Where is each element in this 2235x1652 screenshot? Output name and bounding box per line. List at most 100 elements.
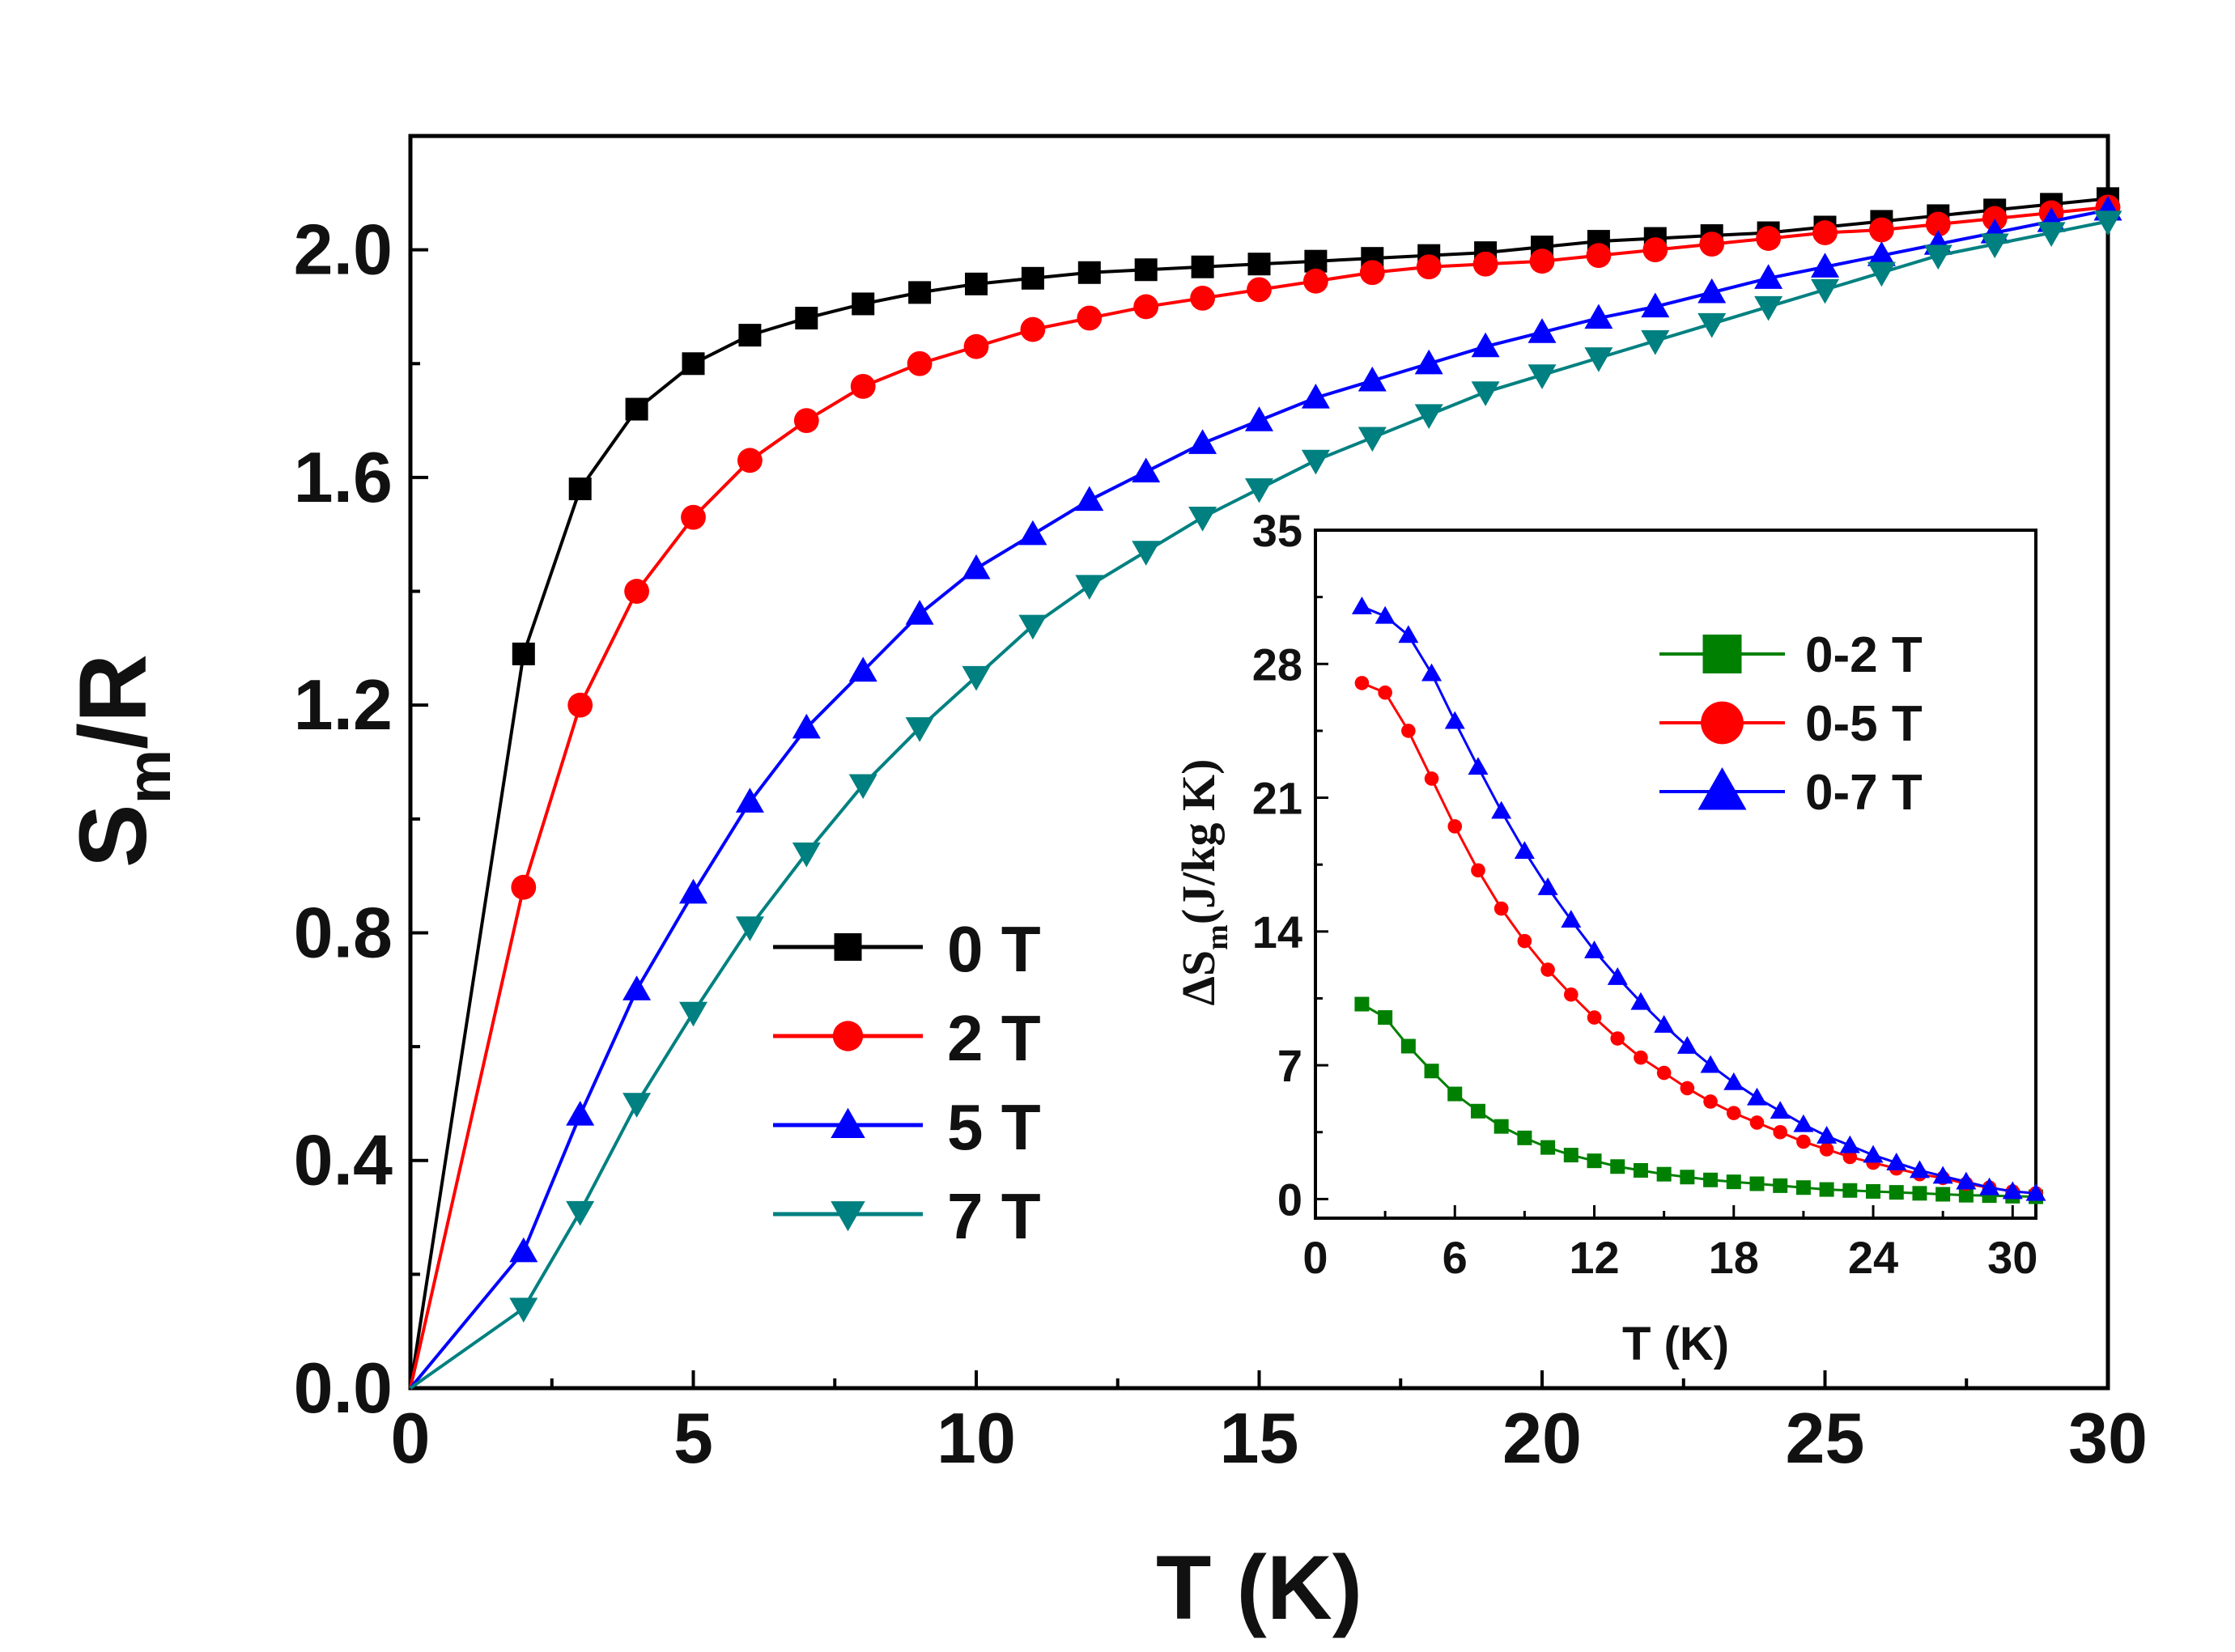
inset-y-axis-label-sub: m [1200,924,1234,950]
data-point [1923,244,1952,270]
inset-data-point [1468,757,1489,775]
inset-x-tick-label: 24 [1848,1232,1898,1283]
inset-data-point [1540,962,1555,977]
inset-data-point [1447,819,1463,834]
data-point [1133,294,1159,320]
data-point [852,292,875,316]
data-point [1075,575,1104,601]
inset-data-point [1819,1182,1834,1197]
inset-data-point [1494,901,1509,916]
inset-data-point [1610,1031,1625,1046]
inset-frame [1314,529,2037,1220]
data-point [1414,404,1443,430]
data-point [737,448,763,474]
data-point [1358,366,1387,392]
data-point [1247,277,1272,303]
inset-data-point [1749,1176,1765,1191]
data-point [1132,457,1161,483]
inset-y-tick-label: 35 [1252,505,1302,556]
inset-data-point [1819,1142,1834,1157]
legend-label: 0 T [947,913,1041,985]
data-point [1529,248,1555,274]
inset-x-axis-label: T (K) [1622,1318,1729,1370]
data-point [962,554,991,580]
inset-y-tick-label: 0 [1277,1174,1302,1225]
inset-data-point [1749,1115,1765,1130]
inset-data-point [1630,992,1651,1010]
inset-data-point [1378,685,1392,700]
y-tick-label: 2.0 [294,210,393,290]
inset-data-point [1796,1134,1811,1149]
data-point [681,504,706,530]
data-point [795,307,818,330]
inset-data-point [2025,1183,2046,1201]
data-point [1358,427,1387,452]
legend-marker [831,1201,865,1232]
data-point [738,324,762,347]
inset-legend-label: 0-2 T [1805,627,1923,683]
inset-data-point [1793,1114,1814,1132]
data-point [735,916,764,941]
data-point [848,774,877,800]
legend-label: 2 T [947,1002,1041,1074]
inset-data-point [1610,1159,1625,1174]
inset-data-point [1773,1178,1788,1193]
data-point [1416,254,1442,280]
data-point [1869,217,1894,243]
data-point [567,692,593,718]
inset-data-point [1491,801,1512,819]
data-point [1642,237,1668,263]
data-point [1754,295,1783,321]
data-point [1132,541,1161,566]
data-point [1303,268,1328,294]
y-tick-label: 0.4 [294,1120,393,1200]
data-point [622,975,652,1000]
inset-y-axis-label-tail: (J/kg K) [1172,759,1225,925]
inset-data-point [1889,1185,1904,1200]
inset-data-point [1773,1124,1787,1140]
data-point [1584,347,1613,372]
x-tick-label: 0 [391,1398,431,1478]
y-tick-label: 0.8 [294,892,393,972]
inset-data-point [1351,596,1372,614]
data-point [1756,226,1782,251]
main-plot: 0 5 10 15 20 25 30 0.0 0.4 0.8 1.2 1.6 2.0 T (K) Sm/R 0… [60,134,2148,1638]
data-point [2093,210,2122,236]
data-point [1190,286,1215,311]
inset-data-point [1700,1055,1721,1073]
inset-data-point [1909,1160,1930,1178]
data-point [907,350,933,376]
data-point [1867,241,1896,266]
series-line-5T [409,208,2109,1390]
data-point [679,1001,707,1027]
inset-data-point [1514,841,1535,860]
inset-data-point [1401,724,1416,738]
inset-data-point [1564,987,1579,1002]
inset-x-tick-label: 0 [1302,1232,1328,1283]
inset-data-point [1770,1101,1791,1119]
data-point [1867,261,1896,287]
x-tick-label: 5 [673,1398,713,1478]
inset-data-point [1746,1087,1767,1106]
inset-data-point [1680,1081,1695,1096]
inset-data-point [1540,1140,1556,1155]
data-point [1471,332,1500,358]
data-point [679,878,707,904]
data-point [1134,258,1158,282]
inset-data-point [1424,1064,1439,1079]
inset-data-point [1447,1086,1463,1102]
inset-data-point [1703,1172,1719,1187]
inset-plot: 0 6 12 18 24 30 0 7 14 21 28 35 T (K) ΔSm(J/kg K) 0-2 … [1172,505,2046,1370]
inset-data-point [1494,1119,1509,1134]
inset-x-tick-label: 12 [1569,1232,1619,1283]
y-axis-label-sub: m [115,750,184,805]
data-point [1188,429,1217,454]
data-point [1641,330,1670,355]
inset-data-point [1561,910,1582,928]
inset-data-point [1958,1187,1974,1203]
y-tick-label: 1.6 [294,437,393,517]
data-point [566,1200,595,1226]
inset-data-point [1886,1153,1907,1170]
inset-y-tick-label: 21 [1252,773,1302,824]
